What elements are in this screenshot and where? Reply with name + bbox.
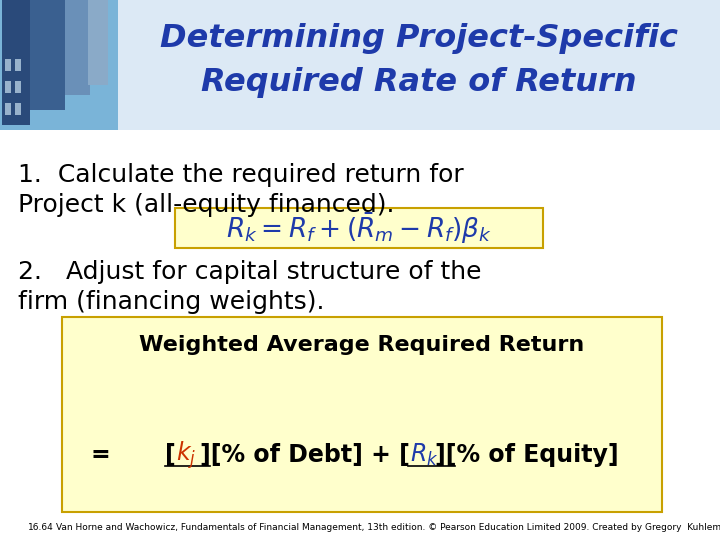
FancyBboxPatch shape [62, 317, 662, 512]
Text: ][% of Equity]: ][% of Equity] [435, 443, 618, 467]
FancyBboxPatch shape [5, 81, 11, 93]
FancyBboxPatch shape [30, 0, 65, 110]
Text: Van Horne and Wachowicz, Fundamentals of Financial Management, 13th edition. © P: Van Horne and Wachowicz, Fundamentals of… [56, 523, 720, 531]
FancyBboxPatch shape [175, 208, 543, 248]
FancyBboxPatch shape [5, 59, 11, 71]
Text: [: [ [165, 443, 176, 467]
Text: Determining Project-Specific: Determining Project-Specific [160, 23, 678, 53]
FancyBboxPatch shape [15, 103, 21, 115]
FancyBboxPatch shape [15, 59, 21, 71]
FancyBboxPatch shape [15, 81, 21, 93]
FancyBboxPatch shape [2, 0, 30, 125]
FancyBboxPatch shape [88, 0, 108, 85]
FancyBboxPatch shape [0, 0, 118, 130]
Text: $R_k$: $R_k$ [410, 442, 438, 468]
Text: =: = [90, 443, 110, 467]
Text: $k_j$: $k_j$ [176, 439, 197, 471]
Text: Weighted Average Required Return: Weighted Average Required Return [140, 335, 585, 355]
Text: 2.   Adjust for capital structure of the: 2. Adjust for capital structure of the [18, 260, 482, 284]
Text: $R_k = R_f + (\bar{R}_m - R_f)\beta_k$: $R_k = R_f + (\bar{R}_m - R_f)\beta_k$ [226, 210, 492, 246]
Text: ][% of Debt] + [: ][% of Debt] + [ [200, 443, 410, 467]
FancyBboxPatch shape [65, 0, 90, 95]
FancyBboxPatch shape [0, 0, 720, 130]
Text: 16.64: 16.64 [28, 523, 54, 531]
Text: firm (financing weights).: firm (financing weights). [18, 290, 325, 314]
Text: 1.  Calculate the required return for: 1. Calculate the required return for [18, 163, 464, 187]
Text: Required Rate of Return: Required Rate of Return [202, 66, 636, 98]
Text: Project k (all-equity financed).: Project k (all-equity financed). [18, 193, 395, 217]
FancyBboxPatch shape [5, 103, 11, 115]
